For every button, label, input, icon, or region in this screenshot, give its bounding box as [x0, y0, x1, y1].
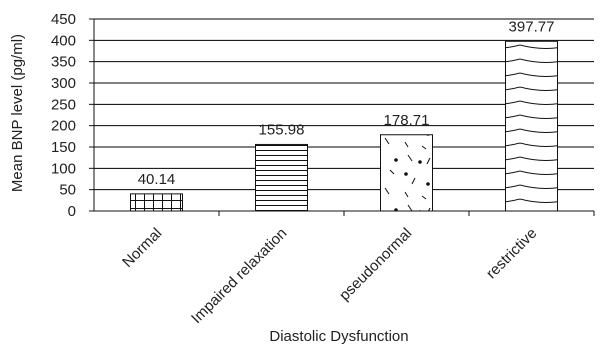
data-labels: 40.14 155.98 178.71 397.77: [138, 18, 555, 188]
bar: [505, 40, 558, 212]
y-tick-labels: 0 50 100 150 200 250 300 350 400 450: [51, 11, 94, 220]
x-tick-labels: Normal Impaired relaxation pseudonormal res…: [119, 211, 595, 327]
x-tick-label: restrictive: [483, 225, 540, 282]
y-tick-label: 250: [51, 96, 76, 113]
y-tick-label: 50: [59, 182, 76, 199]
bars: [130, 40, 558, 212]
y-tick-label: 450: [51, 11, 76, 28]
data-label: 40.14: [138, 171, 176, 188]
bar: [380, 134, 433, 212]
y-tick-label: 200: [51, 118, 76, 135]
x-tick-label: Impaired relaxation: [188, 225, 290, 327]
x-axis-title: Diastolic Dysfunction: [269, 328, 408, 345]
data-label: 178.71: [384, 112, 430, 129]
x-tick-label: pseudonormal: [336, 225, 415, 304]
y-axis-title: Mean BNP level (pg/ml): [9, 34, 26, 192]
bar: [255, 143, 308, 212]
gridlines: [94, 18, 594, 191]
y-tick-label: 350: [51, 54, 76, 71]
bar: [130, 193, 183, 212]
y-tick-label: 300: [51, 75, 76, 92]
x-tick-label: Normal: [119, 225, 165, 271]
data-label: 397.77: [509, 18, 555, 35]
y-tick-label: 0: [68, 203, 76, 220]
data-label: 155.98: [259, 121, 305, 138]
y-tick-label: 100: [51, 160, 76, 177]
y-tick-label: 150: [51, 139, 76, 156]
y-tick-label: 400: [51, 32, 76, 49]
